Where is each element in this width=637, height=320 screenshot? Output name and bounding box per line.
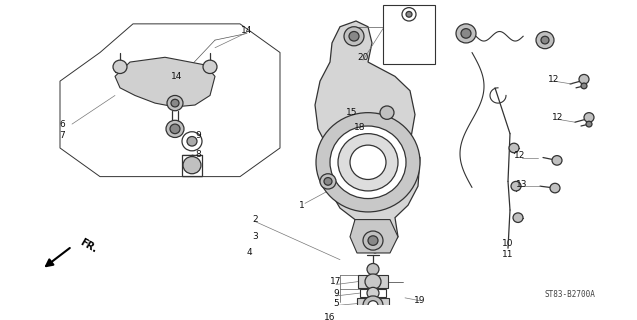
Text: 7: 7 bbox=[59, 131, 65, 140]
Circle shape bbox=[330, 126, 406, 199]
Circle shape bbox=[456, 24, 476, 43]
Bar bbox=[358, 275, 388, 288]
Text: 19: 19 bbox=[414, 296, 426, 305]
Text: 12: 12 bbox=[548, 75, 560, 84]
Bar bbox=[360, 289, 386, 297]
Text: 11: 11 bbox=[502, 250, 514, 260]
Text: 10: 10 bbox=[502, 239, 514, 248]
Text: 14: 14 bbox=[241, 26, 253, 35]
Text: 14: 14 bbox=[171, 72, 183, 81]
Circle shape bbox=[350, 145, 386, 180]
Circle shape bbox=[170, 124, 180, 134]
Circle shape bbox=[581, 83, 587, 89]
Polygon shape bbox=[315, 21, 420, 253]
Polygon shape bbox=[350, 220, 398, 253]
Text: 12: 12 bbox=[514, 151, 526, 160]
Circle shape bbox=[344, 27, 364, 46]
Circle shape bbox=[380, 106, 394, 119]
Circle shape bbox=[320, 174, 336, 189]
Text: FR.: FR. bbox=[78, 237, 99, 255]
Circle shape bbox=[367, 263, 379, 275]
Circle shape bbox=[182, 132, 202, 151]
Text: 18: 18 bbox=[354, 124, 366, 132]
Text: 9: 9 bbox=[333, 289, 339, 298]
Bar bbox=[182, 155, 202, 176]
Circle shape bbox=[402, 8, 416, 21]
Text: 1: 1 bbox=[299, 201, 305, 210]
Circle shape bbox=[187, 137, 197, 146]
Circle shape bbox=[461, 28, 471, 38]
Circle shape bbox=[513, 213, 523, 222]
Circle shape bbox=[579, 75, 589, 84]
Text: ST83-B2700A: ST83-B2700A bbox=[545, 290, 596, 299]
Circle shape bbox=[584, 113, 594, 122]
Circle shape bbox=[316, 113, 420, 212]
Circle shape bbox=[324, 178, 332, 185]
Text: 13: 13 bbox=[516, 180, 527, 189]
Text: 17: 17 bbox=[330, 277, 341, 286]
Circle shape bbox=[586, 121, 592, 127]
Text: 4: 4 bbox=[246, 249, 252, 258]
Circle shape bbox=[363, 231, 383, 250]
Circle shape bbox=[349, 31, 359, 41]
Circle shape bbox=[552, 156, 562, 165]
Text: 12: 12 bbox=[552, 113, 564, 122]
Circle shape bbox=[536, 31, 554, 49]
Circle shape bbox=[406, 12, 412, 17]
Circle shape bbox=[166, 120, 184, 138]
Circle shape bbox=[511, 181, 521, 191]
Circle shape bbox=[367, 287, 379, 299]
Circle shape bbox=[368, 301, 378, 310]
Polygon shape bbox=[115, 57, 215, 107]
Circle shape bbox=[365, 274, 381, 289]
Circle shape bbox=[368, 236, 378, 245]
Circle shape bbox=[509, 143, 519, 153]
Circle shape bbox=[541, 36, 549, 44]
Text: 9: 9 bbox=[195, 131, 201, 140]
Text: 8: 8 bbox=[195, 150, 201, 159]
Circle shape bbox=[203, 60, 217, 74]
Text: 5: 5 bbox=[333, 299, 339, 308]
Text: 3: 3 bbox=[252, 232, 258, 241]
Bar bbox=[357, 298, 389, 313]
Text: 15: 15 bbox=[347, 108, 358, 117]
Circle shape bbox=[338, 134, 398, 191]
Polygon shape bbox=[60, 24, 280, 177]
Circle shape bbox=[363, 296, 383, 315]
Circle shape bbox=[550, 183, 560, 193]
Text: 20: 20 bbox=[357, 53, 369, 62]
Text: 16: 16 bbox=[324, 313, 336, 320]
Circle shape bbox=[171, 99, 179, 107]
Circle shape bbox=[183, 156, 201, 174]
Circle shape bbox=[113, 60, 127, 74]
Text: 6: 6 bbox=[59, 120, 65, 129]
Text: 2: 2 bbox=[252, 215, 258, 224]
Circle shape bbox=[167, 95, 183, 111]
Bar bbox=[383, 5, 435, 64]
